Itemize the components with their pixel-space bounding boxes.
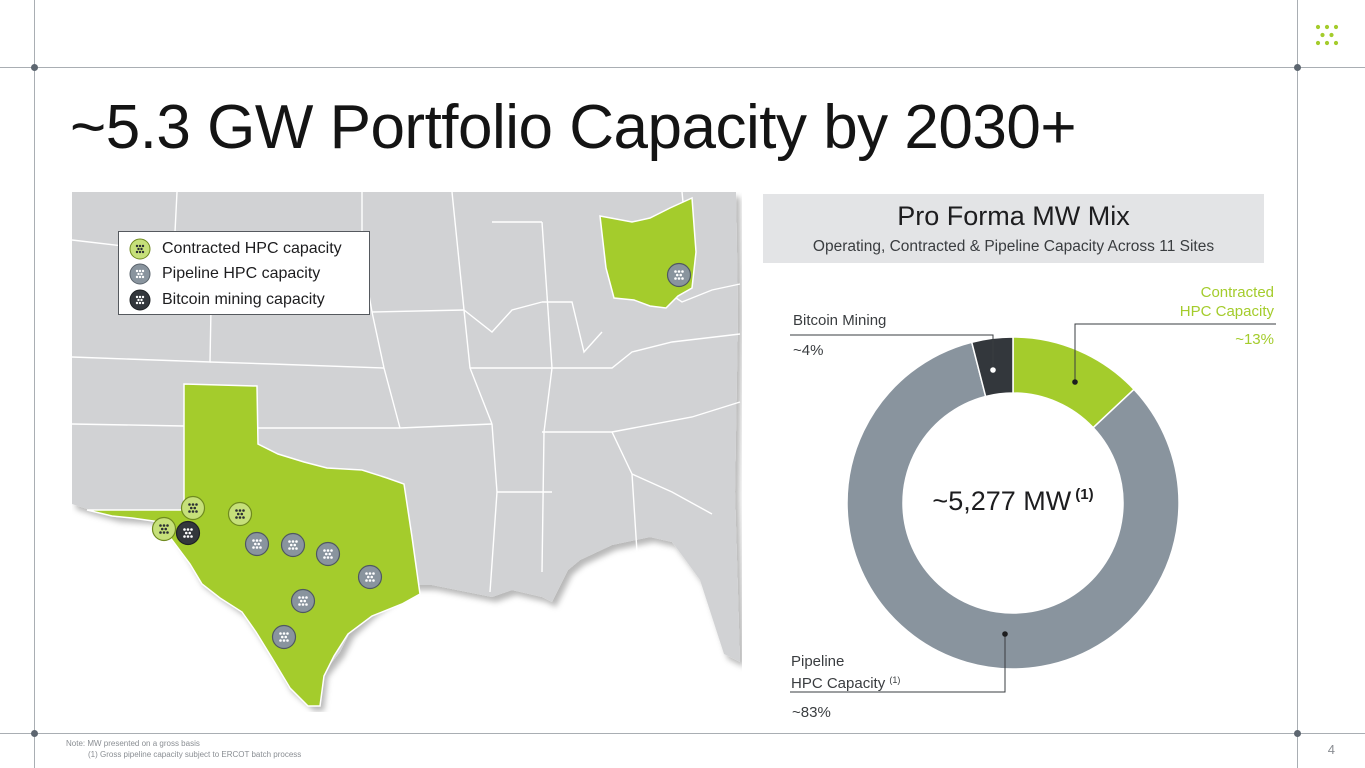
label-contracted: Contracted HPC Capacity: [1180, 283, 1274, 321]
footnote: Note: MW presented on a gross basis (1) …: [66, 738, 301, 760]
pipeline-marker-icon: [129, 263, 151, 285]
label-pipeline-line1: Pipeline: [791, 653, 845, 670]
frame-corner-dot: [31, 730, 38, 737]
legend-label: Contracted HPC capacity: [162, 239, 342, 257]
label-bitcoin-pct: ~4%: [793, 342, 824, 359]
slide-title: ~5.3 GW Portfolio Capacity by 2030+: [70, 93, 1077, 162]
contracted-marker-icon: [129, 238, 151, 260]
label-pipeline-line2: HPC Capacity: [791, 675, 886, 692]
label-pipeline: Pipeline HPC Capacity (1): [791, 652, 900, 693]
legend-item-contracted: Contracted HPC capacity: [129, 236, 359, 262]
label-contracted-line2: HPC Capacity: [1179, 303, 1274, 320]
frame-top-line: [0, 67, 1365, 68]
frame-corner-dot: [1294, 730, 1301, 737]
total-value: ~5,277 MW: [932, 486, 1072, 516]
footnote-main: Note: MW presented on a gross basis: [66, 739, 200, 748]
legend-item-pipeline: Pipeline HPC capacity: [129, 262, 359, 288]
chart-header: Pro Forma MW Mix Operating, Contracted &…: [763, 194, 1264, 263]
legend-label: Pipeline HPC capacity: [162, 265, 321, 283]
legend-item-bitcoin: Bitcoin mining capacity: [129, 287, 359, 313]
chart-subtitle: Operating, Contracted & Pipeline Capacit…: [812, 238, 1215, 255]
legend-label: Bitcoin mining capacity: [162, 290, 325, 308]
frame-right-line: [1297, 0, 1298, 768]
donut-center-total: ~5,277 MW (1): [880, 486, 1146, 517]
company-logo-icon: [1315, 24, 1339, 46]
frame-corner-dot: [1294, 64, 1301, 71]
label-contracted-line1: Contracted: [1200, 284, 1274, 301]
label-pipeline-pct: ~83%: [792, 704, 831, 721]
state-borders: [72, 192, 741, 593]
label-pipeline-footnote-ref: (1): [889, 675, 901, 685]
chart-title: Pro Forma MW Mix: [897, 201, 1130, 231]
footnote-1: (1) Gross pipeline capacity subject to E…: [88, 750, 302, 759]
bitcoin-marker-icon: [129, 289, 151, 311]
frame-left-line: [34, 0, 35, 768]
total-footnote-ref: (1): [1075, 486, 1094, 503]
frame-bottom-line: [0, 733, 1365, 734]
map-legend: Contracted HPC capacity Pipeline HPC cap…: [118, 231, 370, 315]
label-contracted-pct: ~13%: [1235, 331, 1274, 348]
label-bitcoin: Bitcoin Mining: [793, 312, 887, 329]
page-number: 4: [1327, 742, 1335, 757]
frame-corner-dot: [31, 64, 38, 71]
